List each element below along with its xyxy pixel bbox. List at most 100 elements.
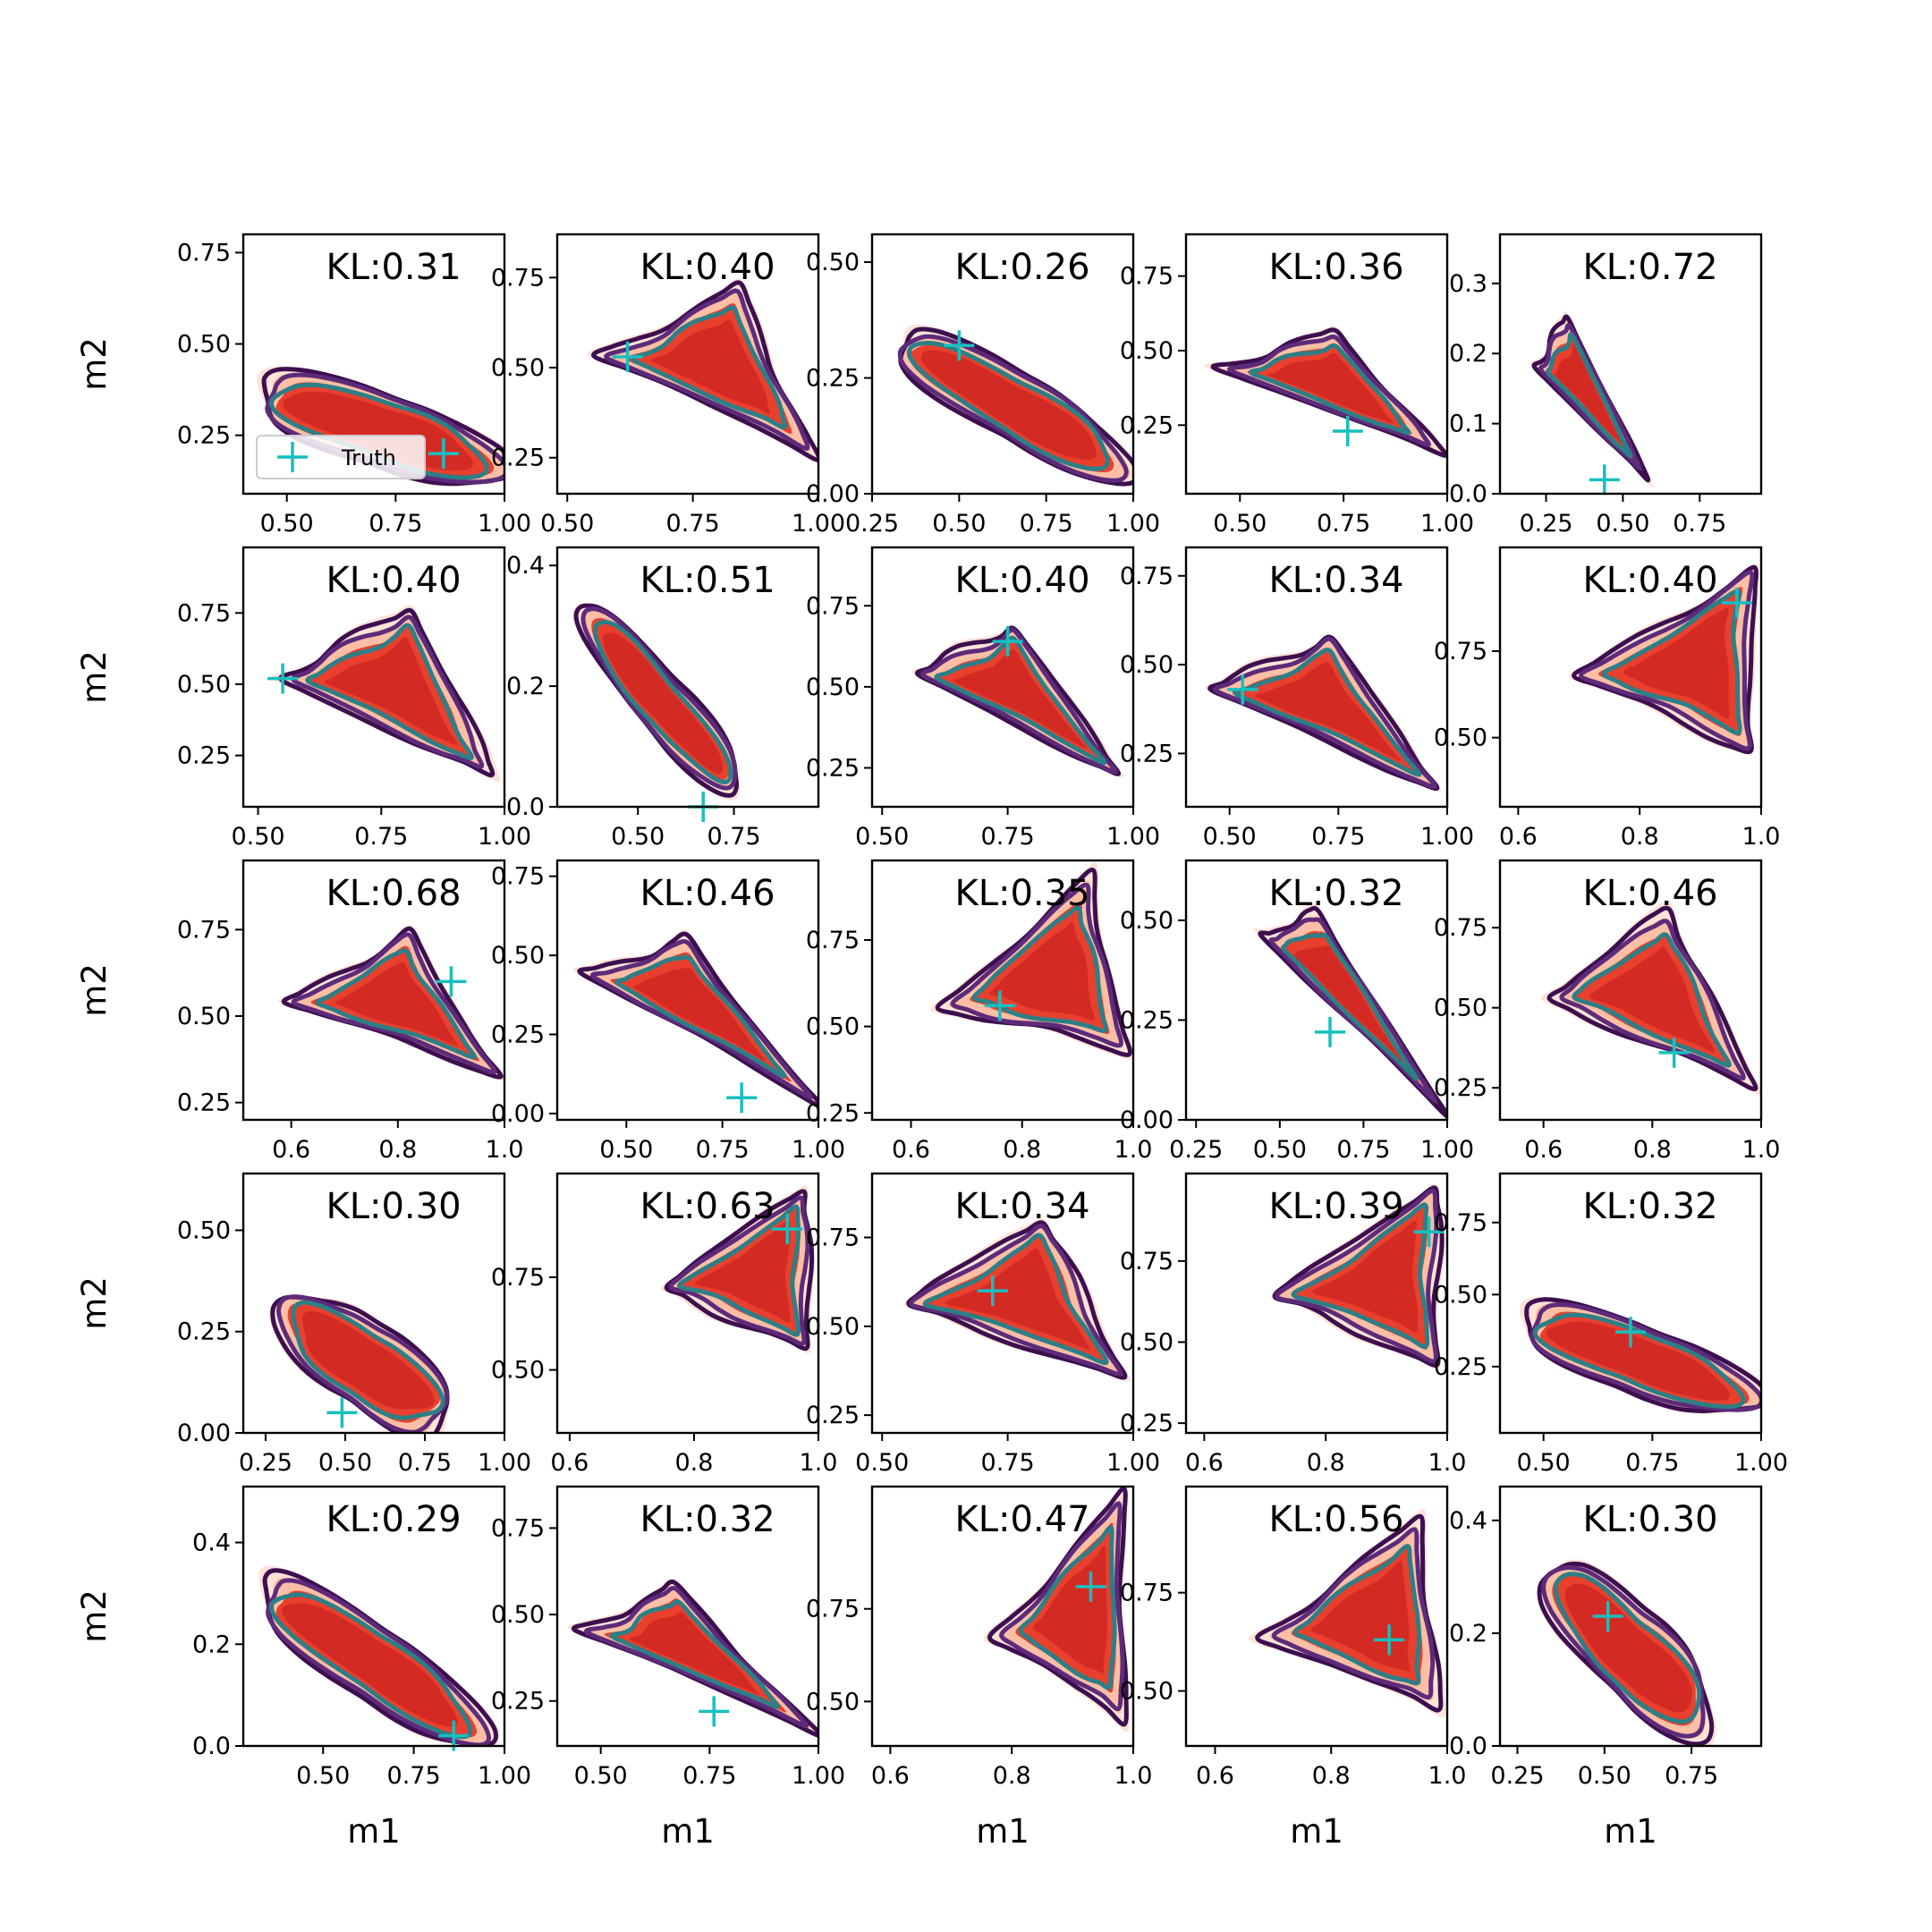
density-fill-level-4 xyxy=(989,922,1095,1021)
x-tick-label: 0.75 xyxy=(1673,510,1726,538)
x-tick-label: 0.50 xyxy=(855,1449,909,1477)
y-tick-label: 0.25 xyxy=(1120,740,1174,767)
contour-inner xyxy=(1572,932,1732,1068)
x-tick-label: 1.00 xyxy=(1420,510,1474,538)
plot-area xyxy=(983,1487,1130,1733)
density-fill-level-4 xyxy=(1589,946,1716,1053)
plot-area xyxy=(1540,900,1761,1097)
truth-marker xyxy=(1658,1037,1690,1068)
x-tick-label: 0.50 xyxy=(231,823,284,851)
density-fill-level-4 xyxy=(1555,344,1623,444)
contour-inner xyxy=(1601,589,1742,736)
kl-label: KL:0.35 xyxy=(954,873,1089,914)
x-tick-label: 1.00 xyxy=(1734,1449,1788,1477)
contour-middle xyxy=(1538,322,1642,470)
x-tick-label: 1.00 xyxy=(478,1449,531,1477)
y-tick-label: 0.2 xyxy=(192,1631,231,1658)
y-tick-label: 0.75 xyxy=(806,927,860,954)
density-fill-level-4 xyxy=(1312,1220,1419,1333)
x-tick-label: 0.25 xyxy=(845,510,899,538)
y-tick-label: 0.50 xyxy=(1120,1677,1174,1705)
density-fill-level-4 xyxy=(335,962,458,1046)
contour-inner xyxy=(269,1592,473,1740)
x-tick-label: 1.00 xyxy=(1106,1449,1160,1477)
truth-marker xyxy=(944,330,975,361)
plot-area xyxy=(587,278,818,464)
x-tick-label: 0.6 xyxy=(1524,1136,1563,1164)
x-tick-label: 0.8 xyxy=(1633,1136,1672,1164)
y-tick-label: 0.50 xyxy=(806,249,860,276)
x-axis-label: m1 xyxy=(1604,1812,1657,1851)
truth-marker xyxy=(1589,464,1620,496)
axes-frame xyxy=(870,546,1135,809)
panel-18: 0.50 0.75 1.00 0.25 0.50 0.75 KL:0.34 xyxy=(806,1172,1160,1477)
plot-area xyxy=(661,1185,815,1353)
y-tick-label: 0.25 xyxy=(177,1318,231,1346)
density-fill-level-4 xyxy=(1267,352,1394,424)
contour-middle xyxy=(999,1501,1125,1712)
y-tick-label: 0.50 xyxy=(1120,651,1174,679)
contour-inner xyxy=(1292,1544,1422,1686)
x-tick-label: 0.75 xyxy=(369,510,422,538)
y-tick-label: 0.25 xyxy=(491,1688,545,1716)
truth-marker xyxy=(436,966,467,997)
contour-inner xyxy=(592,619,733,785)
kl-label: KL:0.31 xyxy=(326,247,461,288)
panel-10: 0.6 0.8 1.0 0.50 0.75 KL:0.40 xyxy=(1434,546,1781,851)
truth-marker xyxy=(699,1696,730,1727)
x-tick-label: 1.00 xyxy=(792,1136,845,1164)
x-tick-label: 0.8 xyxy=(993,1762,1031,1790)
x-tick-label: 0.75 xyxy=(1311,823,1365,851)
x-tick-label: 1.00 xyxy=(1106,510,1160,538)
x-tick-label: 0.8 xyxy=(378,1136,417,1164)
x-tick-label: 0.6 xyxy=(1196,1762,1234,1790)
truth-marker xyxy=(1592,1601,1623,1631)
y-tick-label: 0.50 xyxy=(177,331,231,359)
y-tick-label: 0.50 xyxy=(491,354,545,382)
truth-marker xyxy=(772,1214,803,1245)
y-tick-label: 0.75 xyxy=(1434,638,1487,665)
contour-inner xyxy=(1018,1525,1117,1690)
x-tick-label: 0.50 xyxy=(318,1449,372,1477)
density-fill-level-4 xyxy=(1293,945,1402,1061)
y-tick-label: 0.4 xyxy=(192,1530,231,1557)
plot-area xyxy=(1271,1183,1446,1369)
y-tick-label: 0.50 xyxy=(806,1313,860,1341)
contour-middle xyxy=(1275,1188,1439,1364)
x-tick-label: 0.25 xyxy=(1490,1762,1544,1790)
density-fill-level-4 xyxy=(325,637,458,746)
y-tick-label: 0.25 xyxy=(491,445,545,472)
axes-frame xyxy=(1498,546,1763,809)
x-tick-label: 0.50 xyxy=(1213,510,1267,538)
x-tick-label: 1.0 xyxy=(1428,1449,1467,1477)
contour-inner xyxy=(291,1300,445,1420)
y-tick-label: 0.75 xyxy=(1434,1209,1487,1237)
contour-outer xyxy=(278,607,496,778)
x-tick-label: 1.0 xyxy=(1742,823,1781,851)
y-axis-label: m2 xyxy=(75,1276,114,1330)
axes-frame xyxy=(870,859,1135,1122)
truth-marker xyxy=(326,1397,358,1428)
x-tick-label: 0.75 xyxy=(1317,510,1370,538)
panel-6: 0.50 0.75 1.00 0.25 0.50 0.75 KL:0.40 m2 xyxy=(75,546,531,851)
y-tick-label: 0.75 xyxy=(491,1264,545,1292)
y-tick-label: 0.25 xyxy=(177,742,231,770)
axes-frame xyxy=(242,1485,506,1748)
density-fill-level-4 xyxy=(945,1248,1090,1351)
kl-label: KL:0.39 xyxy=(1268,1186,1403,1227)
x-tick-label: 0.75 xyxy=(981,1449,1035,1477)
contour-inner xyxy=(1532,1312,1746,1410)
plot-area xyxy=(572,603,741,801)
kl-label: KL:0.26 xyxy=(954,247,1089,288)
contour-inner xyxy=(631,305,788,430)
plot-area xyxy=(258,1565,500,1746)
truth-marker xyxy=(428,438,459,470)
panel-19: 0.6 0.8 1.0 0.25 0.50 0.75 KL:0.39 xyxy=(1120,1172,1467,1477)
y-tick-label: 0.50 xyxy=(491,942,545,970)
x-tick-label: 0.75 xyxy=(398,1449,452,1477)
y-tick-label: 0.75 xyxy=(177,239,231,267)
contour-outer xyxy=(270,1294,450,1433)
x-axis-label: m1 xyxy=(976,1812,1030,1851)
y-tick-label: 0.4 xyxy=(1449,1507,1487,1535)
x-tick-label: 0.75 xyxy=(696,1136,750,1164)
